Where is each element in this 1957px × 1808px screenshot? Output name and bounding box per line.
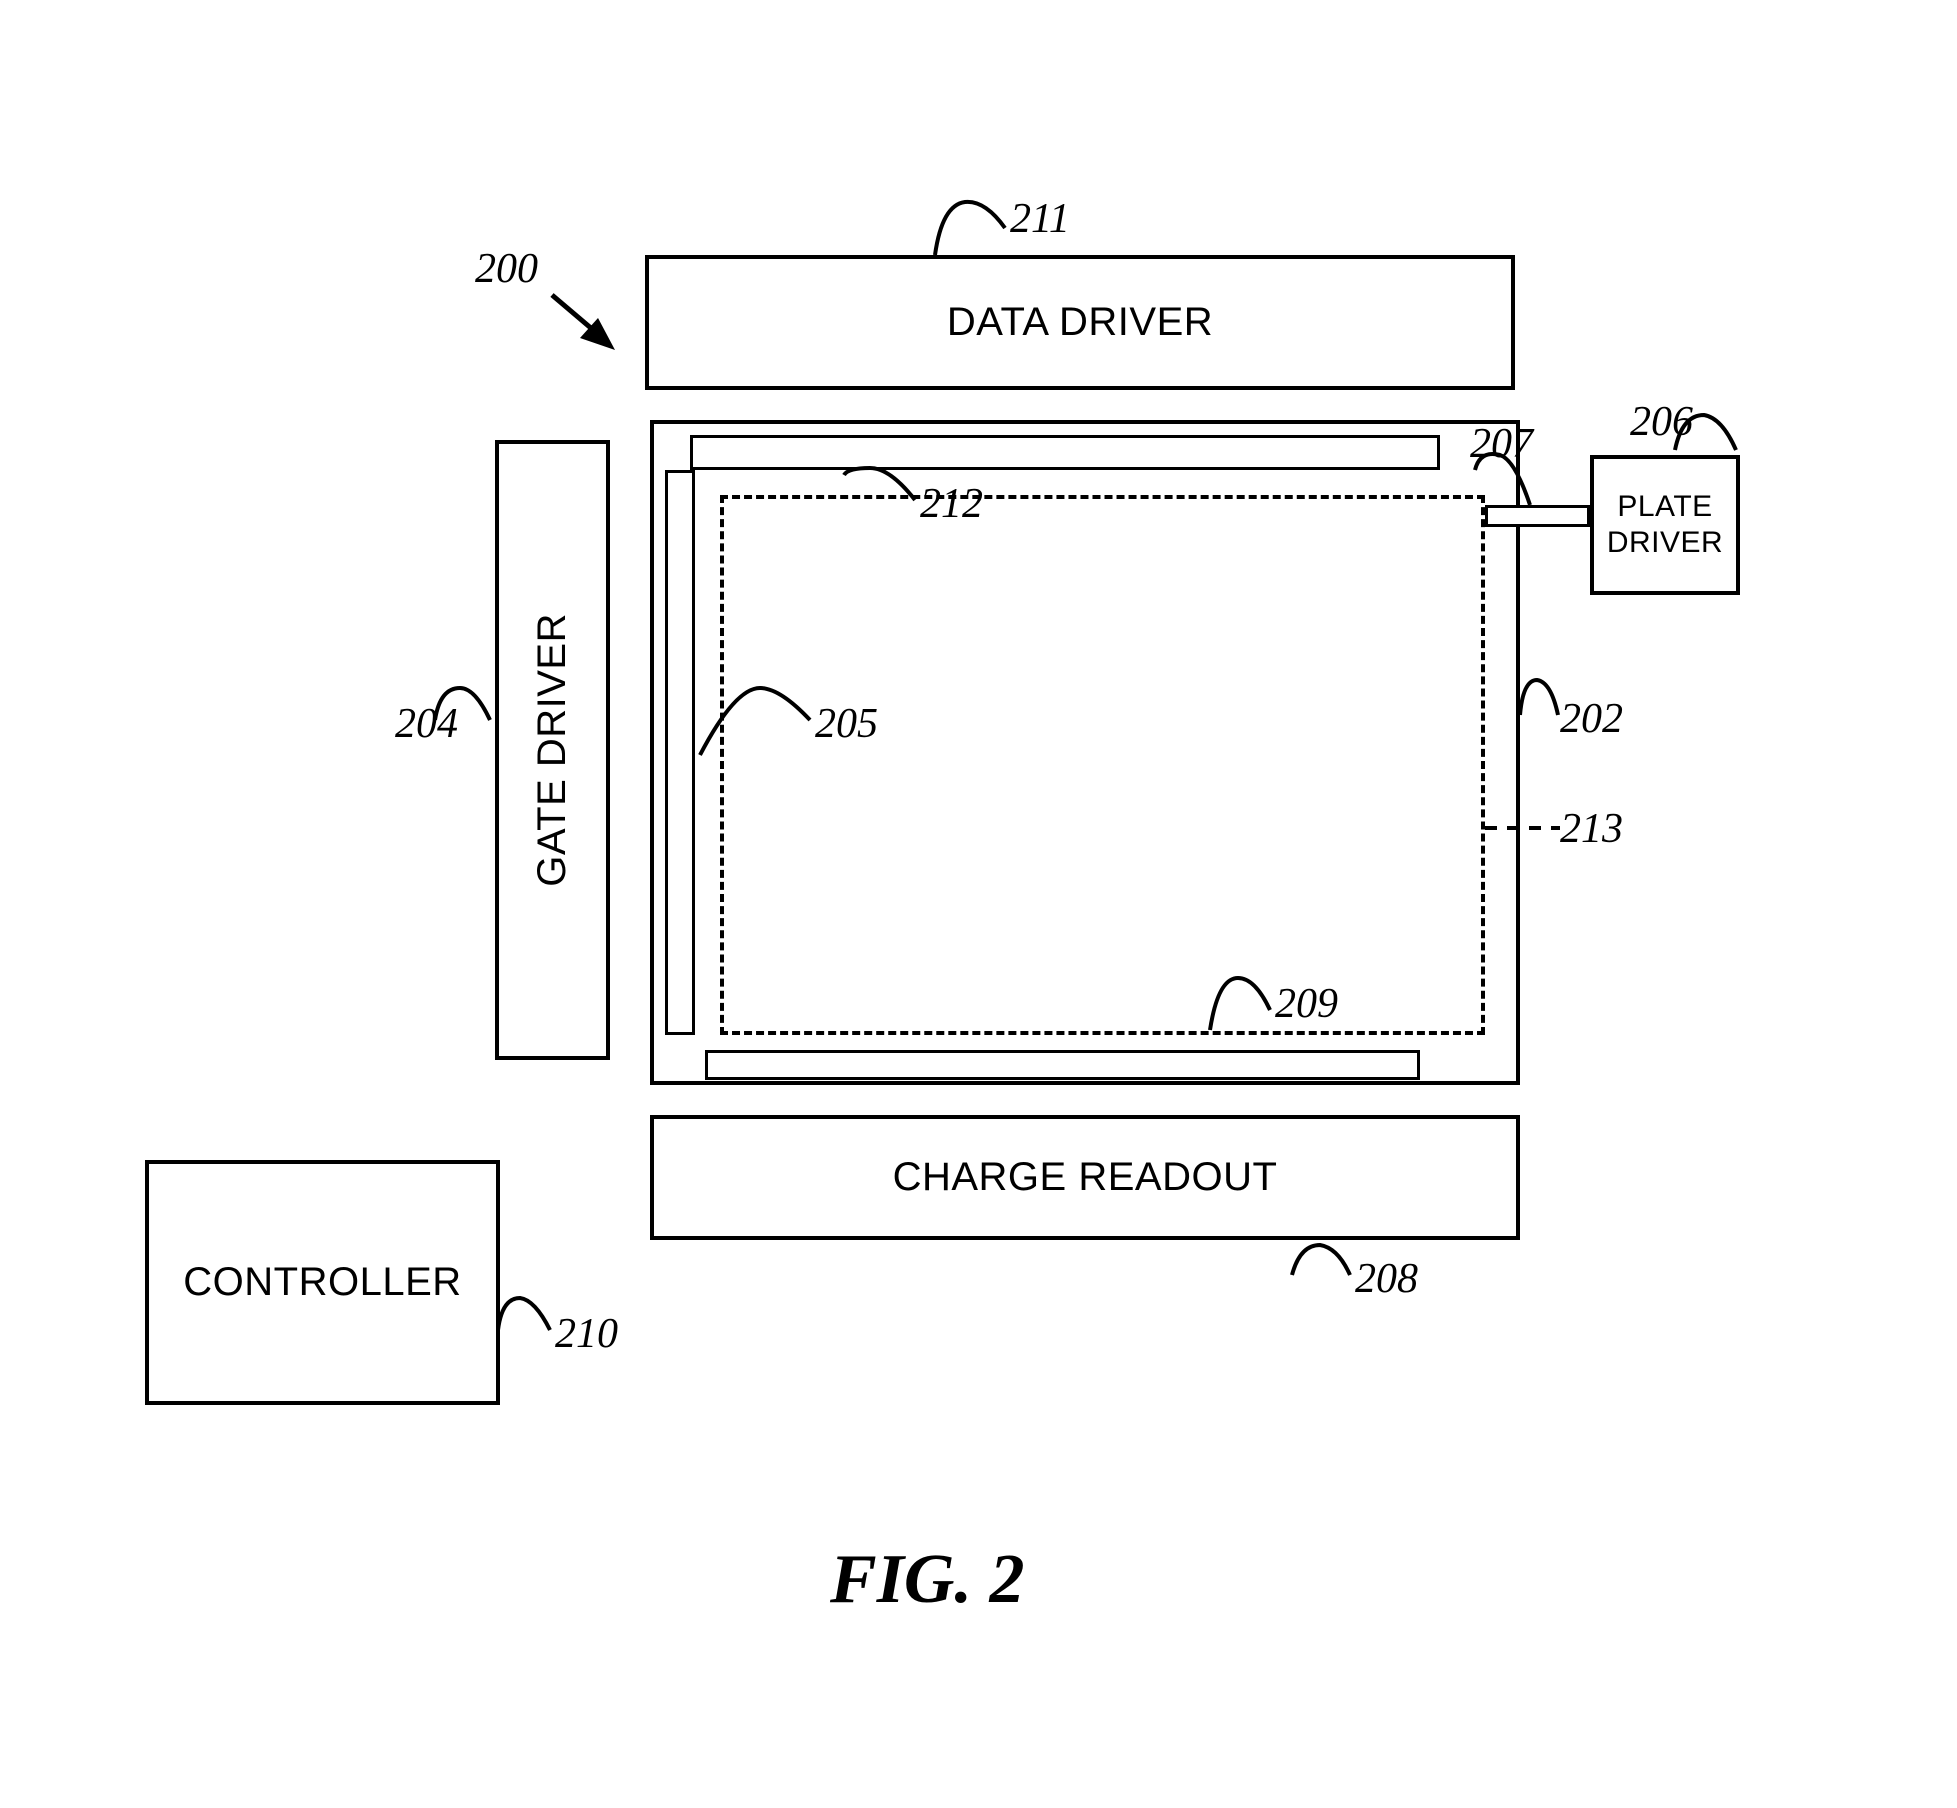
data-driver-box: DATA DRIVER xyxy=(645,255,1515,390)
ref-208: 208 xyxy=(1355,1255,1418,1303)
ref-212: 212 xyxy=(920,480,983,528)
ref-207: 207 xyxy=(1470,420,1533,468)
ref-210: 210 xyxy=(555,1310,618,1358)
ref-205-text: 205 xyxy=(815,701,878,747)
ref-200: 200 xyxy=(475,245,538,293)
gate-driver-label: GATE DRIVER xyxy=(530,613,575,887)
ref-202-text: 202 xyxy=(1560,696,1623,742)
inner-bottom-strip xyxy=(705,1050,1420,1080)
ref-207-text: 207 xyxy=(1470,421,1533,467)
charge-readout-box: CHARGE READOUT xyxy=(650,1115,1520,1240)
ref-206-text: 206 xyxy=(1630,399,1693,445)
ref-211-text: 211 xyxy=(1010,196,1070,242)
ref-204: 204 xyxy=(395,700,458,748)
arrow-200-line xyxy=(552,295,605,340)
ref-200-text: 200 xyxy=(475,246,538,292)
ref-210-text: 210 xyxy=(555,1311,618,1357)
ref-202: 202 xyxy=(1560,695,1623,743)
ref-209-text: 209 xyxy=(1275,981,1338,1027)
leader-210 xyxy=(498,1298,550,1330)
ref-212-text: 212 xyxy=(920,481,983,527)
plate-connection xyxy=(1485,505,1590,527)
arrow-200-head xyxy=(580,318,615,350)
plate-driver-label: PLATE DRIVER xyxy=(1594,489,1736,561)
plate-driver-box: PLATE DRIVER xyxy=(1590,455,1740,595)
leader-211 xyxy=(935,202,1005,255)
ref-213-text: 213 xyxy=(1560,806,1623,852)
charge-readout-label: CHARGE READOUT xyxy=(893,1155,1278,1200)
ref-213: 213 xyxy=(1560,805,1623,853)
diagram-canvas: DATA DRIVER GATE DRIVER PLATE DRIVER CHA… xyxy=(0,0,1957,1808)
ref-206: 206 xyxy=(1630,398,1693,446)
ref-209: 209 xyxy=(1275,980,1338,1028)
ref-205: 205 xyxy=(815,700,878,748)
inner-left-strip xyxy=(665,470,695,1035)
dashed-panel xyxy=(720,495,1485,1035)
inner-top-strip xyxy=(690,435,1440,470)
ref-208-text: 208 xyxy=(1355,1256,1418,1302)
controller-box: CONTROLLER xyxy=(145,1160,500,1405)
controller-label: CONTROLLER xyxy=(183,1260,461,1305)
ref-204-text: 204 xyxy=(395,701,458,747)
data-driver-label: DATA DRIVER xyxy=(947,300,1213,345)
figure-label: FIG. 2 xyxy=(830,1540,1024,1620)
ref-211: 211 xyxy=(1010,195,1070,243)
gate-driver-box: GATE DRIVER xyxy=(495,440,610,1060)
leader-202 xyxy=(1520,680,1558,715)
leader-208 xyxy=(1292,1245,1350,1275)
